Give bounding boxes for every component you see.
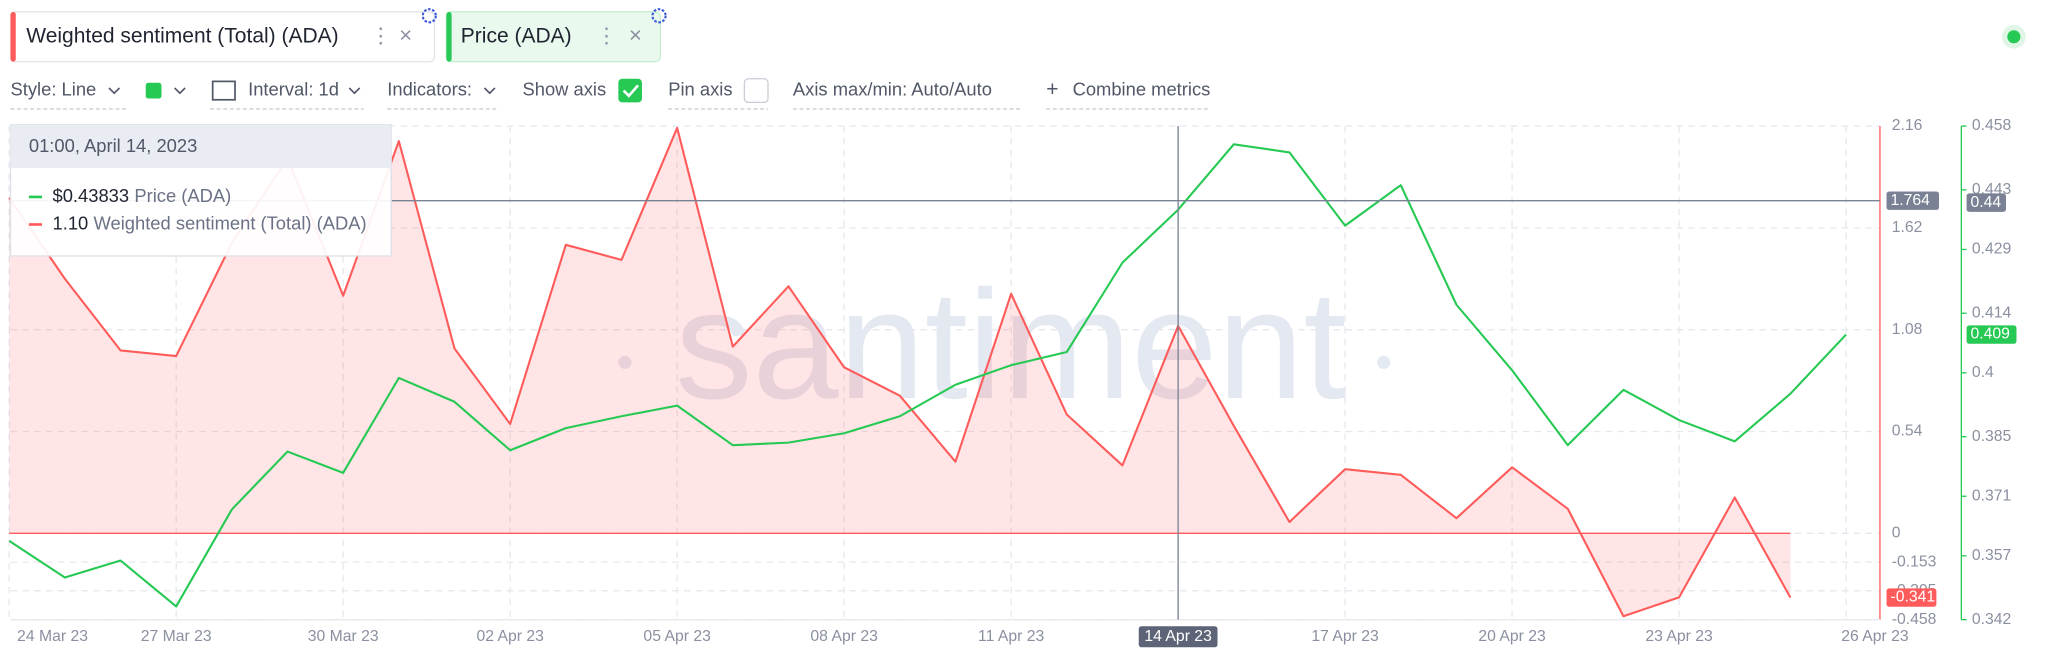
tooltip: 01:00, April 14, 2023 $0.43833 Price (ADA… <box>9 124 392 257</box>
crosshair-x-badge <box>1138 626 1218 648</box>
crosshair-badge <box>1966 193 2006 212</box>
crosshair-badge <box>1886 191 1940 210</box>
y2-tick-label: 0.458 <box>1972 117 2012 134</box>
y2-tick-label: 0.357 <box>1972 547 2011 564</box>
y-tick-label: 2.16 <box>1892 117 1923 134</box>
x-tick-label: 24 Mar 23 <box>17 628 88 645</box>
last-value-label: -0.341 <box>1890 589 1935 606</box>
last-value-label: 0.409 <box>1971 326 2011 343</box>
y-tick-label: -0.153 <box>1892 553 1937 570</box>
x-tick-label: 30 Mar 23 <box>308 628 379 645</box>
watermark-dot <box>618 355 632 369</box>
token-icon <box>651 8 667 24</box>
axis-minmax[interactable]: Axis max/min: Auto/Auto <box>793 78 992 99</box>
watermark-dot <box>1377 355 1391 369</box>
close-icon[interactable]: × <box>399 23 412 48</box>
tooltip-value: $0.43833 <box>53 185 130 206</box>
x-tick-label: 26 Apr 23 <box>1841 628 1909 645</box>
plus-icon: + <box>1046 78 1058 101</box>
checkbox-checked[interactable] <box>618 78 642 103</box>
y-tick-label: -0.458 <box>1892 611 1937 628</box>
y2-tick-label: 0.414 <box>1972 304 2012 321</box>
y-tick-label: 0.54 <box>1892 423 1923 440</box>
token-icon <box>421 8 437 24</box>
tooltip-value: 1.10 <box>53 212 89 233</box>
x-tick-label: 11 Apr 23 <box>978 628 1045 645</box>
y-tick-label: 0 <box>1892 524 1901 541</box>
plot: 2.161.621.080.540-0.153-0.305-0.4580.458… <box>8 117 2017 648</box>
interval-icon <box>211 80 236 101</box>
toolbar: Style: Line Interval: 1d Indicators: Sho… <box>11 78 1211 110</box>
checkbox[interactable] <box>743 78 769 104</box>
tooltip-name: Price (ADA) <box>134 185 231 206</box>
tab-accent <box>446 11 452 62</box>
tooltip-name: Weighted sentiment (Total) (ADA) <box>94 212 367 233</box>
chevron <box>108 87 121 95</box>
tab[interactable]: Weighted sentiment (Total) (ADA) ⋮ × <box>9 8 437 63</box>
y2-tick-label: 0.4 <box>1972 364 1994 381</box>
tab-label: Price (ADA) <box>461 24 572 47</box>
last-value-badge <box>1886 588 1937 607</box>
color-picker[interactable] <box>145 82 162 99</box>
crosshair-y-label: 1.764 <box>1890 192 1930 209</box>
y-tick-label: 1.08 <box>1892 321 1923 338</box>
close-icon[interactable]: × <box>629 23 642 48</box>
x-tick-label: 14 Apr 23 <box>1144 628 1212 645</box>
y2-tick-label: 0.342 <box>1972 611 2011 628</box>
tab-label: Weighted sentiment (Total) (ADA) <box>26 24 338 47</box>
x-tick-label: 27 Mar 23 <box>141 628 212 645</box>
chevron <box>483 87 496 95</box>
last-value-badge <box>1966 325 2017 344</box>
tab-accent <box>10 11 16 62</box>
menu-icon[interactable]: ⋮ <box>596 24 617 47</box>
show-axis-label[interactable]: Show axis <box>523 78 607 99</box>
menu-icon[interactable]: ⋮ <box>370 24 391 47</box>
tooltip-header <box>10 124 392 169</box>
y2-tick-label: 0.385 <box>1972 428 2012 445</box>
y-tick-label: 1.62 <box>1892 219 1923 236</box>
combine-metrics[interactable]: Combine metrics <box>1073 78 1211 99</box>
tooltip-item: 1.10 Weighted sentiment (Total) (ADA) <box>53 212 367 233</box>
status-dot <box>2007 30 2021 44</box>
check-icon <box>622 84 640 98</box>
x-tick-label: 20 Apr 23 <box>1478 628 1546 645</box>
style-select[interactable]: Style: Line <box>11 78 97 99</box>
x-tick-label: 02 Apr 23 <box>476 628 544 645</box>
crosshair-y2-label: 0.44 <box>1971 194 2002 211</box>
tab[interactable]: Price (ADA) ⋮ × <box>445 8 667 63</box>
area <box>9 127 1791 617</box>
pin-axis-label[interactable]: Pin axis <box>668 78 732 99</box>
chevron <box>174 87 186 95</box>
tooltip-item: $0.43833 Price (ADA) <box>53 185 232 206</box>
chevron <box>348 87 361 95</box>
interval-select[interactable]: Interval: 1d <box>248 78 339 99</box>
x-tick-label: 17 Apr 23 <box>1311 628 1379 645</box>
y2-tick-label: 0.371 <box>1972 487 2011 504</box>
x-tick-label: 08 Apr 23 <box>810 628 878 645</box>
tooltip-date: 01:00, April 14, 2023 <box>29 135 197 156</box>
line <box>8 143 1847 608</box>
x-tick-label: 05 Apr 23 <box>643 628 711 645</box>
x-tick-label: 23 Apr 23 <box>1645 628 1713 645</box>
y2-tick-label: 0.429 <box>1972 241 2012 258</box>
indicators-select[interactable]: Indicators: <box>387 78 472 99</box>
